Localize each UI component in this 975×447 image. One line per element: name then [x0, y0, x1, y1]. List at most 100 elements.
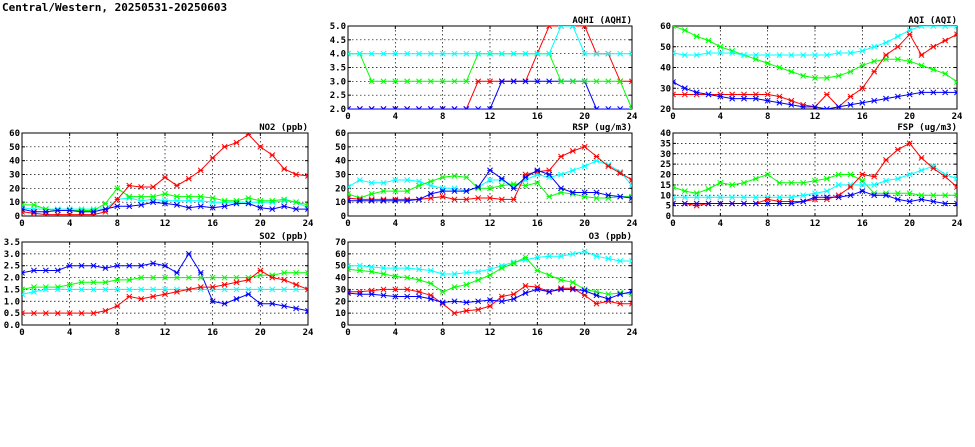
- aqi-data-point: [954, 89, 957, 96]
- fsp-data-point: [764, 200, 771, 207]
- fsp-data-point: [693, 200, 700, 207]
- no2-data-point: [305, 172, 308, 179]
- rsp-xtick-label: 20: [579, 219, 590, 229]
- o3-data-point: [451, 298, 458, 305]
- so2-data-point: [281, 303, 288, 309]
- aqi-data-point: [835, 103, 842, 109]
- fsp-data-point: [800, 179, 807, 186]
- fsp-data-point: [812, 194, 818, 201]
- aqi-data-point: [954, 26, 957, 29]
- no2-data-point: [138, 193, 145, 200]
- so2-data-point: [150, 286, 157, 293]
- rsp-data-point: [629, 182, 632, 189]
- rsp-data-point: [356, 197, 363, 204]
- so2-data-point: [30, 288, 37, 295]
- fsp-data-point: [930, 165, 937, 172]
- rsp-data-point: [368, 190, 375, 197]
- aqi-data-point: [894, 33, 901, 40]
- o3-xtick-label: 8: [440, 328, 445, 338]
- fsp-data-point: [930, 192, 937, 199]
- fsp-ytick-label: 40: [660, 129, 671, 139]
- fsp-data-point: [894, 196, 901, 203]
- aqhi-xtick-label: 0: [345, 112, 350, 122]
- aqi-data-point: [847, 50, 854, 56]
- so2-data-point: [102, 286, 109, 293]
- fsp-data-point: [729, 200, 736, 207]
- aqhi-data-point: [463, 78, 470, 85]
- aqi-data-point: [918, 62, 925, 69]
- o3-data-point: [546, 272, 553, 279]
- fsp-title: FSP (ug/m3): [897, 123, 957, 133]
- fsp-data-point: [835, 181, 842, 188]
- aqhi-data-point: [463, 50, 470, 57]
- so2-data-point: [209, 298, 216, 305]
- aqhi-data-point: [416, 106, 422, 109]
- aqi-data-point: [776, 64, 783, 71]
- no2-data-point: [138, 183, 145, 190]
- aqhi-ytick-label: 4.5: [330, 36, 346, 46]
- fsp-data-point: [918, 167, 925, 174]
- o3-data-point: [510, 260, 517, 267]
- rsp-xtick-label: 12: [485, 219, 496, 229]
- rsp-ytick-label: 0: [341, 212, 346, 222]
- o3-data-point: [380, 271, 387, 277]
- so2-data-point: [66, 281, 73, 288]
- no2-data-point: [126, 203, 133, 210]
- so2-data-point: [281, 269, 288, 276]
- so2-data-point: [245, 276, 252, 283]
- aqhi-data-point: [629, 106, 632, 109]
- aqi-data-point: [812, 103, 818, 109]
- no2-data-point: [162, 200, 168, 207]
- so2-xtick-label: 0: [19, 328, 24, 338]
- o3-data-point: [463, 299, 470, 306]
- aqhi-data-point: [368, 106, 375, 109]
- fsp-data-point: [764, 171, 771, 178]
- fsp-data-point: [871, 181, 878, 188]
- fsp-data-point: [906, 198, 913, 205]
- so2-data-point: [257, 272, 264, 279]
- aqi-data-point: [673, 50, 676, 56]
- o3-data-point: [380, 292, 387, 299]
- fsp-data-point: [906, 190, 913, 197]
- so2-data-point: [54, 267, 61, 274]
- aqi-data-point: [741, 52, 747, 59]
- aqhi-data-point: [605, 78, 612, 85]
- aqhi-data-point: [617, 78, 624, 85]
- o3-data-point: [392, 293, 399, 300]
- o3-data-point: [356, 267, 363, 274]
- no2-data-point: [269, 197, 276, 204]
- aqhi-data-point: [629, 78, 632, 85]
- so2-data-point: [78, 279, 85, 286]
- aqhi-data-point: [581, 26, 588, 29]
- fsp-data-point: [717, 200, 724, 207]
- aqi-data-point: [693, 89, 700, 96]
- so2-data-point: [185, 286, 192, 293]
- no2-series-line: [22, 187, 308, 211]
- aqi-data-point: [717, 93, 724, 100]
- no2-data-point: [126, 182, 133, 189]
- fsp-data-point: [954, 200, 957, 207]
- no2-data-point: [150, 199, 157, 206]
- o3-data-point: [380, 265, 387, 272]
- aqi-data-point: [693, 52, 700, 59]
- o3-data-point: [522, 254, 529, 261]
- aqi-data-point: [954, 31, 957, 38]
- aqi-data-point: [847, 93, 854, 100]
- aqhi-data-point: [487, 50, 493, 57]
- so2-data-point: [30, 284, 37, 291]
- so2-xtick-label: 4: [67, 328, 73, 338]
- aqhi-data-point: [356, 106, 363, 109]
- so2-data-point: [66, 262, 73, 269]
- aqi-data-point: [930, 66, 937, 73]
- o3-data-point: [356, 291, 363, 298]
- aqi-data-point: [942, 26, 949, 29]
- so2-data-point: [90, 279, 97, 286]
- o3-data-point: [487, 272, 493, 279]
- no2-data-point: [173, 193, 180, 200]
- aqhi-data-point: [380, 106, 387, 109]
- o3-data-point: [629, 258, 632, 264]
- no2-data-point: [54, 207, 61, 214]
- fsp-xtick-label: 4: [718, 219, 724, 229]
- aqhi-data-point: [348, 106, 351, 109]
- aqi-data-point: [930, 26, 937, 29]
